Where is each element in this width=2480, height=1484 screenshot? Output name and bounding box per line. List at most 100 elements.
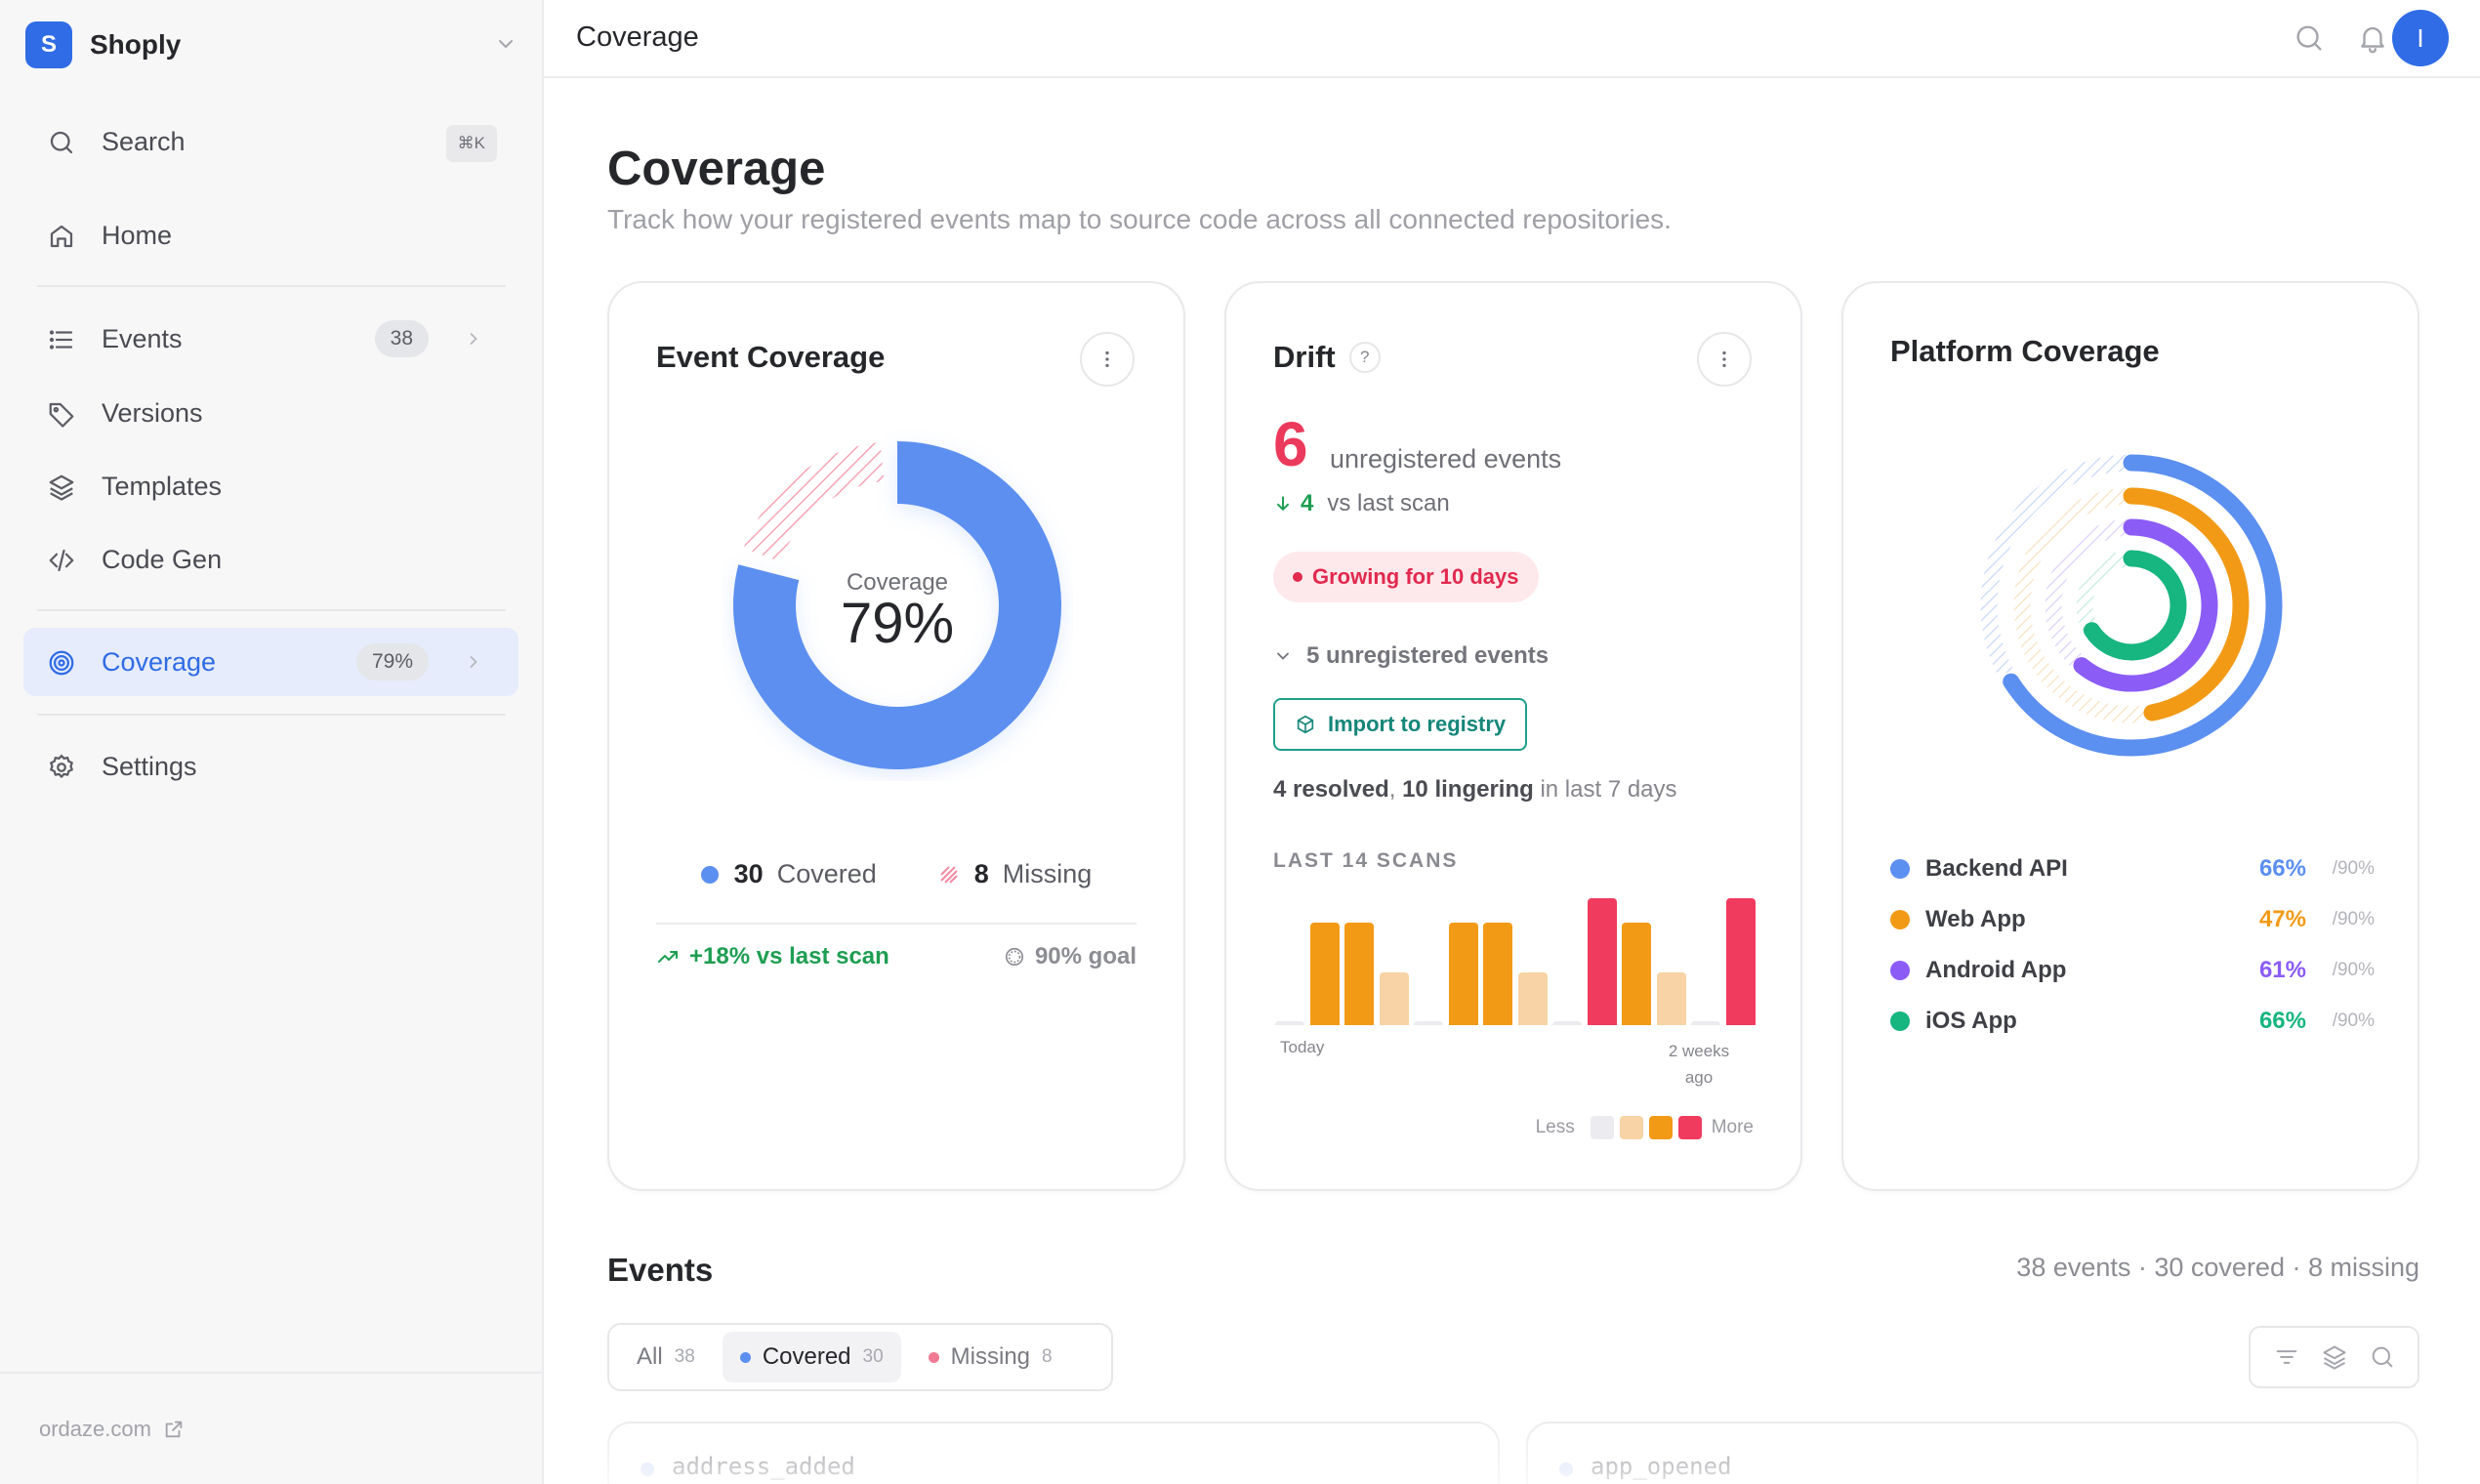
- footer-link[interactable]: ordaze.com: [39, 1417, 185, 1442]
- sidebar-item-templates[interactable]: Templates: [23, 452, 518, 520]
- goal-target-icon: [1005, 947, 1024, 967]
- sidebar-item-label: Coverage: [102, 646, 217, 677]
- unregistered-count: 6: [1273, 409, 1308, 479]
- scan-bar: [1414, 1021, 1443, 1025]
- sidebar-item-label: Templates: [102, 471, 223, 501]
- x-axis-end-label: 2 weeks ago: [1660, 1038, 1738, 1091]
- platform-dot: [1890, 1011, 1910, 1031]
- sidebar-item-settings[interactable]: Settings: [23, 732, 518, 801]
- platform-radial-svg: [1980, 454, 2283, 757]
- coverage-donut-svg: Coverage 79%: [733, 441, 1061, 769]
- legend-more-label: More: [1711, 1117, 1754, 1137]
- sidebar-item-code-gen[interactable]: Code Gen: [23, 525, 518, 594]
- search-icon[interactable]: [2369, 1343, 2396, 1371]
- tab-all[interactable]: All 38: [619, 1332, 713, 1382]
- status-badge: Growing for 10 days: [1273, 552, 1539, 602]
- resolution-summary: 4 resolved, 10 lingering in last 7 days: [1273, 776, 1677, 804]
- platform-ring-track: [1980, 454, 2128, 678]
- search-icon[interactable]: [2293, 21, 2326, 55]
- scan-bar: [1275, 1021, 1304, 1025]
- topbar: Coverage I: [544, 0, 2480, 78]
- platform-dot: [1890, 961, 1910, 980]
- scan-bar: [1691, 1021, 1720, 1025]
- legend-swatch-1: [1619, 1116, 1643, 1139]
- scan-bar: [1379, 972, 1409, 1025]
- missing-hatch-icon: [940, 865, 958, 884]
- event-coverage-card: Event Coverage Coverage 79% 30 Covered: [607, 281, 1185, 1191]
- legend-swatch-3: [1677, 1116, 1702, 1139]
- drift-delta: 4 vs last scan: [1273, 490, 1450, 517]
- tab-count: 8: [1042, 1346, 1053, 1367]
- platform-name: Android App: [1925, 957, 2067, 983]
- search-label: Search: [102, 126, 186, 156]
- layers-icon[interactable]: [2321, 1343, 2348, 1371]
- donut-center-label: Coverage: [847, 569, 948, 596]
- more-vertical-icon: [1722, 350, 1726, 368]
- tab-covered[interactable]: Covered 30: [722, 1332, 901, 1382]
- platform-name: Backend API: [1925, 855, 2068, 882]
- sidebar-item-events[interactable]: Events 38: [23, 305, 518, 373]
- event-card[interactable]: address_added: [607, 1422, 1500, 1484]
- sidebar-divider: [37, 609, 506, 611]
- event-card[interactable]: app_opened: [1526, 1422, 2418, 1484]
- platform-dot: [1890, 859, 1910, 879]
- bell-icon[interactable]: [2356, 21, 2389, 55]
- sidebar-footer: ordaze.com: [0, 1372, 544, 1484]
- package-icon: [1297, 715, 1314, 734]
- brand-name: Shoply: [90, 29, 182, 60]
- help-icon[interactable]: ?: [1348, 342, 1381, 373]
- events-count-badge: 38: [374, 320, 429, 357]
- platform-ring-arc: [2123, 487, 2250, 721]
- platform-ring-track: [2076, 550, 2130, 632]
- tab-label: Covered: [762, 1343, 851, 1370]
- delta-value: 4: [1301, 490, 1314, 516]
- arrow-down-icon: [1277, 496, 1289, 511]
- events-toolbar: [2249, 1326, 2419, 1388]
- target-icon: [49, 650, 74, 676]
- workspace-switcher[interactable]: S Shoply: [25, 21, 517, 69]
- list-icon: [49, 330, 73, 350]
- sidebar-item-home[interactable]: Home: [23, 201, 518, 269]
- platform-value: 66%: [2258, 1008, 2306, 1034]
- sidebar-item-label: Versions: [102, 397, 203, 428]
- sidebar-item-versions[interactable]: Versions: [23, 379, 518, 447]
- covered-count: 30: [733, 859, 764, 888]
- platform-ring-arc: [2083, 550, 2187, 661]
- platform-goal: /90%: [2332, 1010, 2375, 1031]
- platform-name: iOS App: [1925, 1008, 2017, 1034]
- platform-row-ios-app: iOS App 66% /90%: [1890, 1002, 2375, 1041]
- platform-dot: [1890, 910, 1910, 929]
- card-divider: [656, 923, 1137, 925]
- sidebar-item-coverage[interactable]: Coverage 79%: [23, 628, 518, 696]
- delta-label: vs last scan: [1327, 490, 1450, 516]
- sidebar-search[interactable]: Search ⌘K: [23, 107, 518, 176]
- sidebar-item-label: Code Gen: [102, 544, 223, 574]
- platform-goal: /90%: [2332, 909, 2375, 929]
- layers-icon: [49, 474, 74, 501]
- tab-missing[interactable]: Missing 8: [911, 1332, 1070, 1382]
- lingering-count: 10 lingering: [1402, 776, 1534, 803]
- x-axis-end-line2: ago: [1684, 1068, 1714, 1087]
- events-filter-tabs: All 38 Covered 30 Missing 8: [607, 1323, 1113, 1391]
- unregistered-events-toggle[interactable]: 5 unregistered events: [1273, 642, 1549, 670]
- search-shortcut: ⌘K: [445, 125, 497, 162]
- card-title: Drift: [1273, 340, 1336, 374]
- sidebar: S Shoply Search ⌘K Home Events 38 Versio…: [0, 0, 544, 1484]
- more-options-button[interactable]: [1080, 332, 1135, 387]
- legend-swatch-0: [1590, 1116, 1614, 1139]
- platform-ring-track: [2045, 518, 2129, 669]
- scan-bar: [1587, 898, 1617, 1025]
- user-avatar[interactable]: I: [2392, 10, 2449, 66]
- import-to-registry-button[interactable]: Import to registry: [1273, 698, 1528, 751]
- platform-value: 61%: [2258, 957, 2306, 983]
- external-link-icon: [165, 1421, 183, 1438]
- filter-icon[interactable]: [2273, 1343, 2300, 1371]
- missing-segment: [743, 441, 885, 562]
- platform-row-web-app: Web App 47% /90%: [1890, 900, 2375, 939]
- goal-text: 90% goal: [1034, 943, 1137, 969]
- status-badge-label: Growing for 10 days: [1312, 564, 1519, 589]
- scan-bar: [1344, 922, 1374, 1025]
- code-icon: [49, 549, 74, 572]
- scan-bar: [1725, 898, 1756, 1025]
- more-options-button[interactable]: [1697, 332, 1752, 387]
